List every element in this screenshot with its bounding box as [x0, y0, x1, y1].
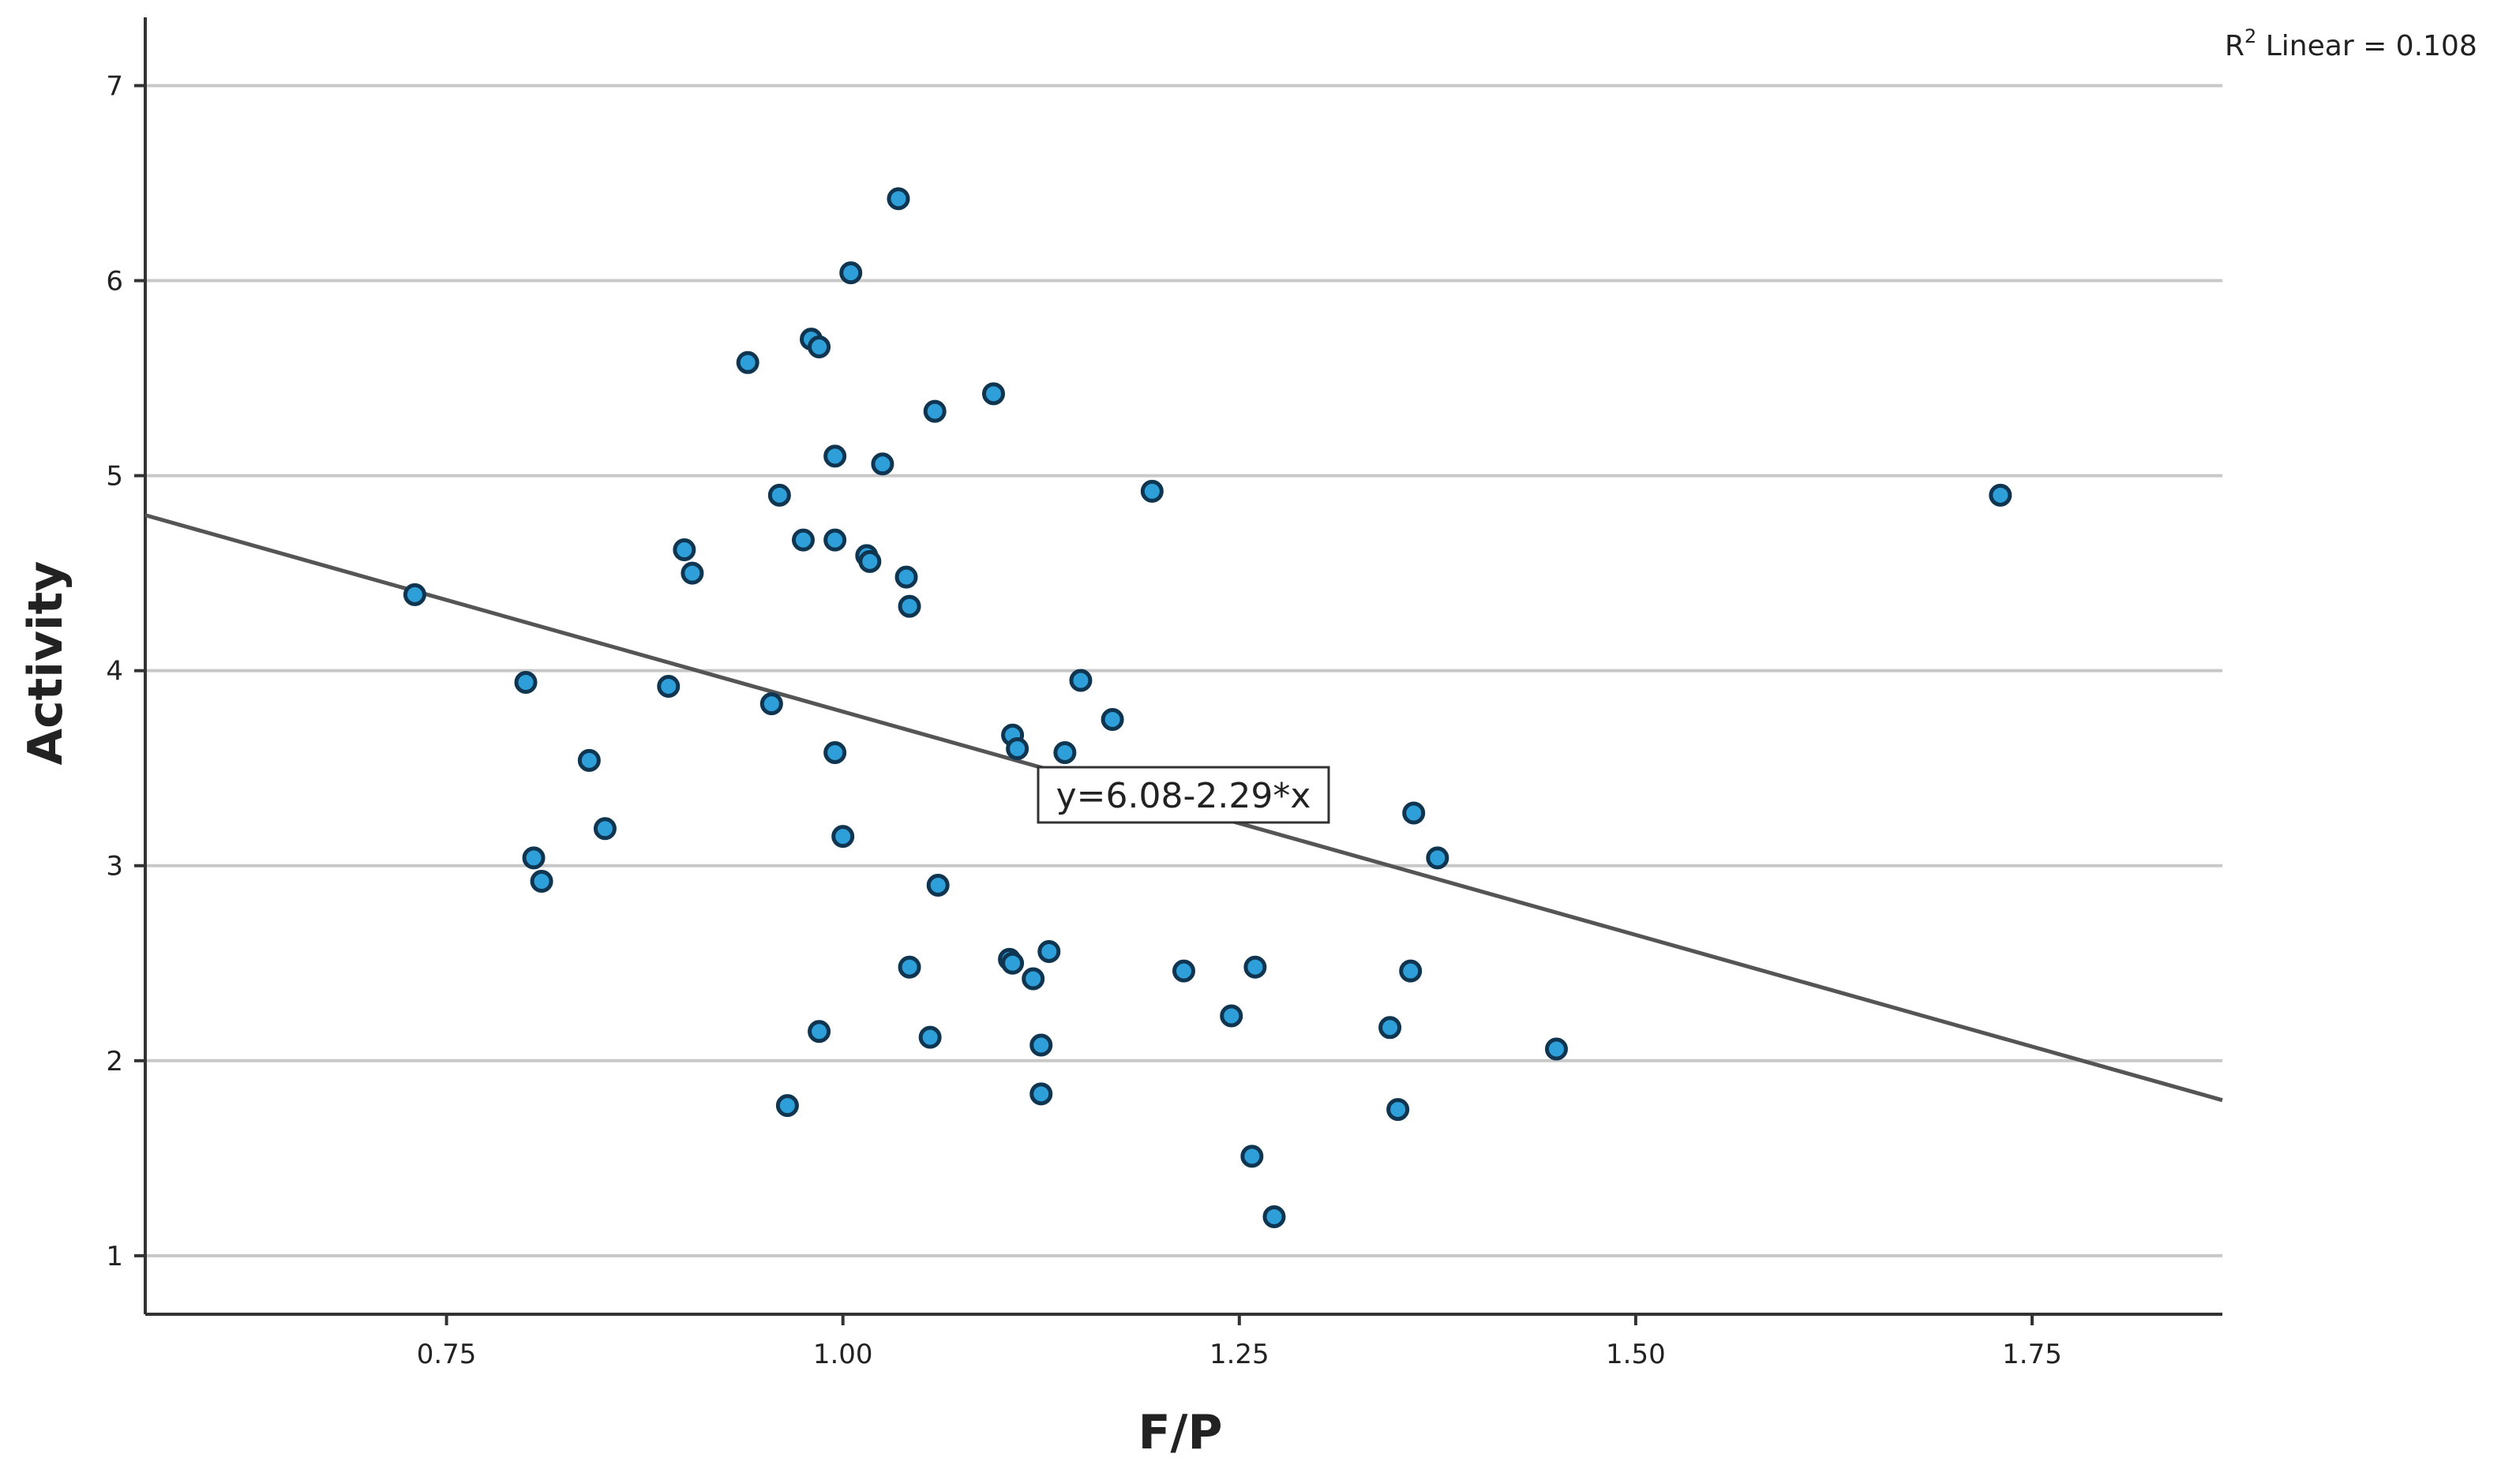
data-point	[823, 528, 847, 552]
data-point	[1220, 1004, 1243, 1028]
data-point	[791, 528, 815, 552]
data-point	[767, 483, 791, 507]
data-point	[1101, 707, 1124, 731]
x-tick-label: 0.75	[417, 1339, 477, 1370]
x-axis-title: F/P	[1138, 1405, 1223, 1460]
data-point	[514, 671, 538, 695]
data-point	[1069, 669, 1093, 692]
data-point	[673, 538, 696, 561]
data-point	[530, 870, 553, 894]
data-point	[898, 955, 921, 979]
data-point	[981, 382, 1005, 406]
data-point	[923, 399, 947, 423]
data-point	[681, 561, 704, 585]
data-point	[593, 817, 617, 841]
y-tick-label: 1	[106, 1241, 123, 1272]
data-point	[831, 825, 855, 849]
x-tick-label: 1.25	[1209, 1339, 1269, 1370]
data-point	[403, 583, 426, 606]
data-point	[808, 335, 831, 359]
equation-box-frame	[1037, 766, 1330, 824]
data-point	[1386, 1098, 1410, 1122]
data-point	[1262, 1205, 1286, 1228]
data-point	[775, 1094, 799, 1118]
data-point	[1989, 483, 2012, 507]
data-point	[1037, 939, 1061, 963]
y-tick-label: 7	[106, 70, 123, 102]
y-tick-label: 3	[106, 851, 123, 882]
data-point	[871, 452, 894, 476]
data-point	[894, 565, 918, 589]
data-point	[759, 692, 783, 716]
data-point	[1022, 967, 1045, 991]
r2-label-superscript: 2	[2244, 25, 2256, 47]
data-point	[898, 594, 921, 618]
data-point	[1053, 740, 1077, 764]
data-point	[1029, 1033, 1053, 1057]
data-point	[1172, 959, 1195, 983]
data-point	[887, 187, 910, 211]
x-tick-label: 1.75	[2002, 1339, 2062, 1370]
x-tick-label: 1.50	[1606, 1339, 1666, 1370]
data-point	[1029, 1082, 1053, 1106]
y-tick-label: 2	[106, 1046, 123, 1077]
data-point	[1140, 479, 1164, 503]
y-tick-label: 5	[106, 461, 123, 493]
y-tick-label: 4	[106, 656, 123, 688]
gridlines	[145, 84, 2222, 1257]
data-point	[823, 444, 847, 468]
y-axis-title: Activity	[18, 561, 73, 766]
data-point	[1399, 959, 1423, 983]
data-point	[1001, 951, 1025, 975]
data-point	[823, 740, 847, 764]
data-point	[1402, 801, 1426, 825]
data-point	[657, 674, 681, 698]
data-point	[1426, 846, 1449, 870]
data-point	[808, 1020, 831, 1043]
y-tick-label: 6	[106, 266, 123, 298]
axes	[134, 17, 2222, 1325]
data-point	[858, 549, 882, 573]
x-tick-label: 1.00	[813, 1339, 873, 1370]
data-point	[1243, 955, 1267, 979]
r2-label-prefix: R	[2225, 30, 2244, 62]
data-point	[1240, 1145, 1264, 1168]
data-point	[577, 748, 601, 772]
data-points	[403, 187, 2012, 1228]
data-point	[918, 1025, 942, 1049]
data-point	[736, 350, 759, 374]
data-point	[1378, 1016, 1402, 1040]
data-point	[1544, 1037, 1568, 1061]
data-point	[926, 873, 950, 897]
r2-label-text: Linear = 0.108	[2256, 30, 2477, 62]
data-point	[522, 846, 546, 870]
data-point	[1006, 737, 1029, 761]
r2-label: R2 Linear = 0.108	[2225, 25, 2477, 62]
tick-labels: 1 2 3 4 5 6 7 0.75 1.00 1.25 1.50 1.75	[106, 70, 2061, 1370]
equation-label: y=6.08-2.29*x	[1056, 776, 1311, 816]
equation-box: y=6.08-2.29*x	[1037, 766, 1330, 824]
data-point	[839, 261, 863, 285]
